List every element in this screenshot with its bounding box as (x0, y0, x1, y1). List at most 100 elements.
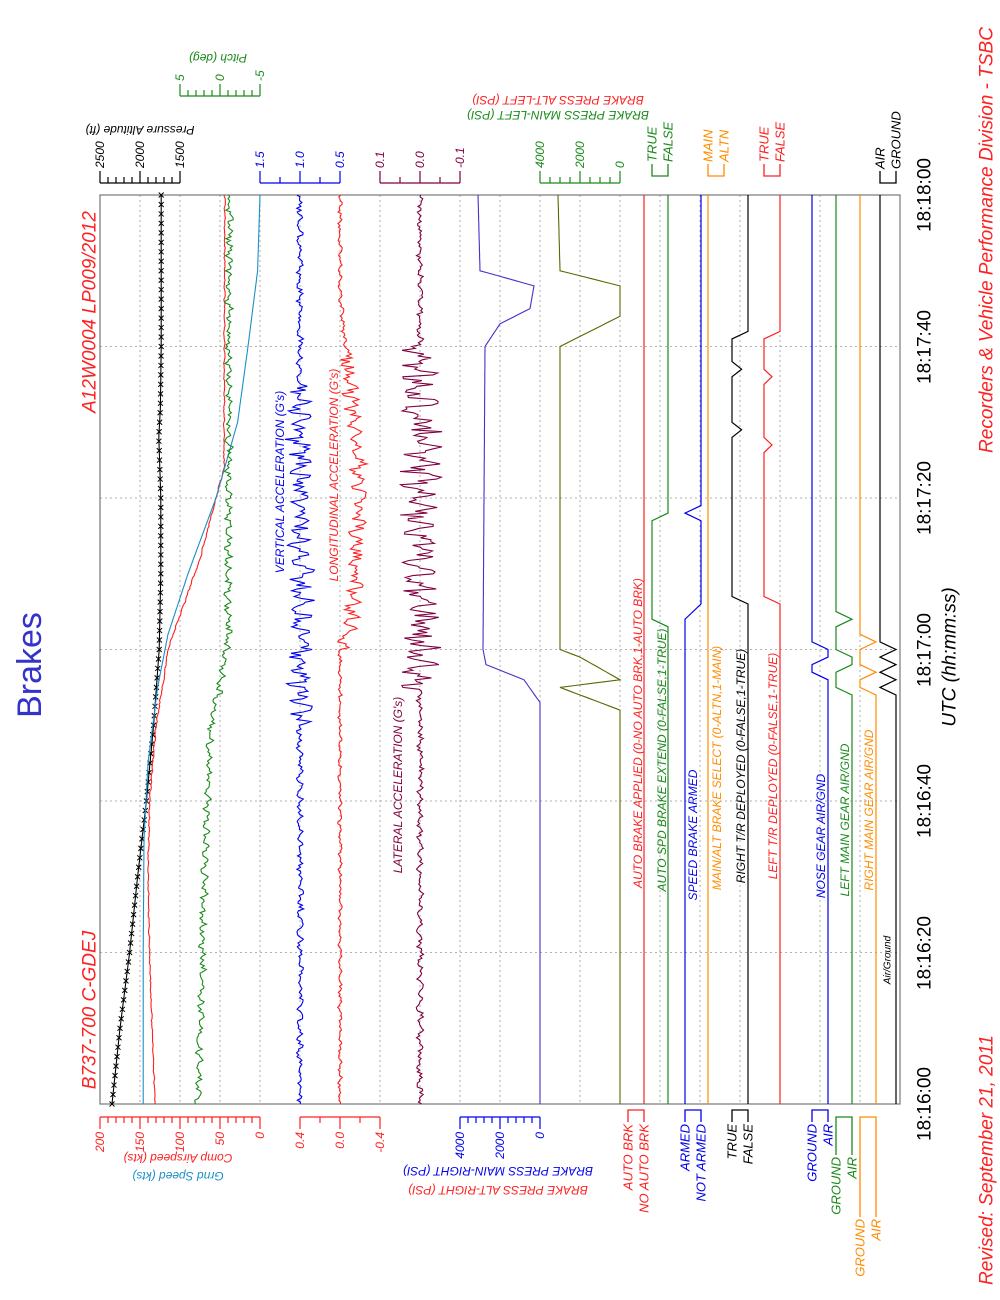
series-marker-alt (156, 627, 163, 634)
discrete-axis-bracket-rtr (731, 1109, 749, 1122)
axis-title-comp-airspeed: Comp Airspeed (kts) (124, 1151, 233, 1165)
series-marker-alt (157, 400, 164, 407)
series-marker-alt (157, 514, 164, 520)
discrete-axis-bracket-lmain (835, 1116, 853, 1155)
series-label-left-tr: LEFT T/R DEPLOYED (0-FALSE,1-TRUE) (766, 653, 780, 879)
series-marker-alt (158, 258, 165, 265)
series-label-speed-brake-armed: SPEED BRAKE ARMED (686, 769, 700, 900)
discrete-axis-label: GROUND (829, 1157, 844, 1215)
series-marker-alt (157, 372, 164, 378)
series-marker-alt (158, 267, 165, 274)
series-marker-alt (121, 987, 128, 994)
axis-title-grnd-speed: Grnd Speed (kts) (132, 1169, 223, 1183)
discrete-axis-label: AIR (869, 1219, 884, 1242)
discrete-axis-bracket-mainalt (707, 164, 725, 177)
axis-tick-label: 1.5 (253, 151, 267, 168)
axis-title-altitude: Pressure Altitude (ft) (86, 123, 195, 137)
series-marker-alt (158, 192, 165, 198)
series-line-pitch (194, 194, 235, 1105)
series-marker-alt (157, 381, 164, 388)
series-marker-alt (125, 959, 132, 965)
series-marker-alt (158, 220, 165, 227)
axis-tick-label: 0.0 (413, 151, 427, 168)
discrete-line-airgnd (878, 195, 898, 1104)
series-marker-alt (116, 1034, 122, 1041)
series-marker-alt (138, 845, 144, 852)
series-marker-alt (154, 665, 161, 672)
axis-tick-label: 2500 (93, 141, 107, 169)
series-marker-alt (158, 334, 165, 340)
axis-tick-label: -5 (253, 70, 267, 81)
time-tick-label: 18:17:40 (915, 310, 936, 384)
time-tick-label: 18:17:00 (915, 613, 936, 687)
time-tick-label: 18:16:40 (915, 764, 936, 838)
series-marker-alt (135, 864, 142, 871)
series-line-gs (142, 194, 261, 1104)
discrete-axis-label: FALSE (661, 121, 676, 162)
axis-tick-label: 100 (173, 1132, 187, 1152)
discrete-axis-label: NOT ARMED (694, 1124, 709, 1202)
series-marker-alt (124, 968, 131, 975)
series-label-auto-brake: AUTO BRAKE APPLIED (0-NO AUTO BRK,1-AUTO… (631, 578, 645, 889)
time-tick-label: 18:17:20 (915, 461, 936, 535)
series-label-longitudinal-acceleration: LONGITUDINAL ACCELERATION (G's) (327, 369, 341, 582)
series-marker-alt (156, 457, 163, 463)
discrete-axis-bracket-nose (811, 1109, 829, 1122)
series-label-air-ground: Air/Ground (883, 935, 894, 985)
discrete-axis-label: FALSE (741, 1124, 756, 1165)
series-marker-alt (144, 788, 151, 795)
series-marker-alt (134, 873, 141, 880)
discrete-axis-bracket-sbarm (684, 1109, 702, 1122)
axis-tick-label: 0.5 (333, 151, 347, 168)
discrete-axis-label: AIR (873, 147, 888, 170)
series-label-right-tr: RIGHT T/R DEPLOYED (0-FALSE,1-TRUE) (734, 649, 748, 883)
series-marker-alt (157, 476, 164, 482)
discrete-line-sbarm (683, 195, 702, 1104)
series-marker-alt (157, 533, 164, 539)
series-marker-alt (114, 1053, 120, 1060)
series-marker-alt (157, 608, 163, 615)
series-marker-alt (117, 1025, 123, 1032)
series-marker-alt (112, 1072, 118, 1079)
discrete-axis-label: ALTN (717, 129, 732, 163)
series-marker-alt (133, 883, 140, 890)
time-tick-labels: 18:16:00 18:16:20 18:16:40 18:17:00 18:1… (915, 158, 936, 1141)
series-marker-alt (157, 551, 164, 558)
time-tick-label: 18:16:00 (915, 1067, 936, 1141)
series-line-bpr (477, 194, 541, 1104)
axis-tick-label: 1500 (173, 141, 187, 168)
division-label: Recorders & Vehicle Performance Division… (977, 27, 998, 453)
series-marker-alt (158, 362, 164, 369)
series-marker-alt (157, 523, 164, 530)
series-marker-alt (113, 1063, 119, 1069)
series-marker-alt (156, 618, 163, 624)
series-marker-alt (157, 495, 164, 501)
discrete-axis-label: MAIN (701, 129, 716, 162)
series-line-vacc (284, 194, 316, 1105)
discrete-axis-label: GROUND (889, 111, 904, 169)
discrete-axis-bracket-spdext (651, 164, 669, 177)
axis-tick-label: 5 (173, 74, 187, 81)
series-line-bpl (557, 195, 622, 1104)
discrete-line-ltr (763, 195, 781, 1104)
axis-tick-label: 50 (213, 1132, 227, 1146)
discrete-axis-label: AIR (821, 1124, 836, 1147)
plot-frame (99, 194, 901, 1105)
series-marker-alt (158, 211, 165, 217)
series-marker-alt (158, 201, 165, 208)
axis-tick-label: 4000 (453, 1132, 467, 1159)
series-marker-alt (158, 239, 165, 246)
axis-tick-label: -0.1 (453, 147, 467, 168)
series-marker-alt (132, 892, 139, 899)
series-marker-alt (158, 248, 165, 255)
axis-tick-label: 0 (213, 74, 227, 81)
axis-tick-label: 4000 (533, 141, 547, 168)
discrete-axis-bracket-airgnd (879, 171, 897, 184)
axis-tick-label: 150 (133, 1132, 147, 1152)
occurrence-label: A12W0004 LP009/2012 (80, 211, 101, 414)
series-marker-alt (126, 949, 133, 956)
series-label-lateral-acceleration: LATERAL ACCELERATION (G's) (391, 697, 405, 874)
x-axis-title: UTC (hh:mm:ss) (940, 587, 961, 726)
series-marker-alt (157, 409, 163, 416)
series-marker-alt (156, 637, 163, 643)
